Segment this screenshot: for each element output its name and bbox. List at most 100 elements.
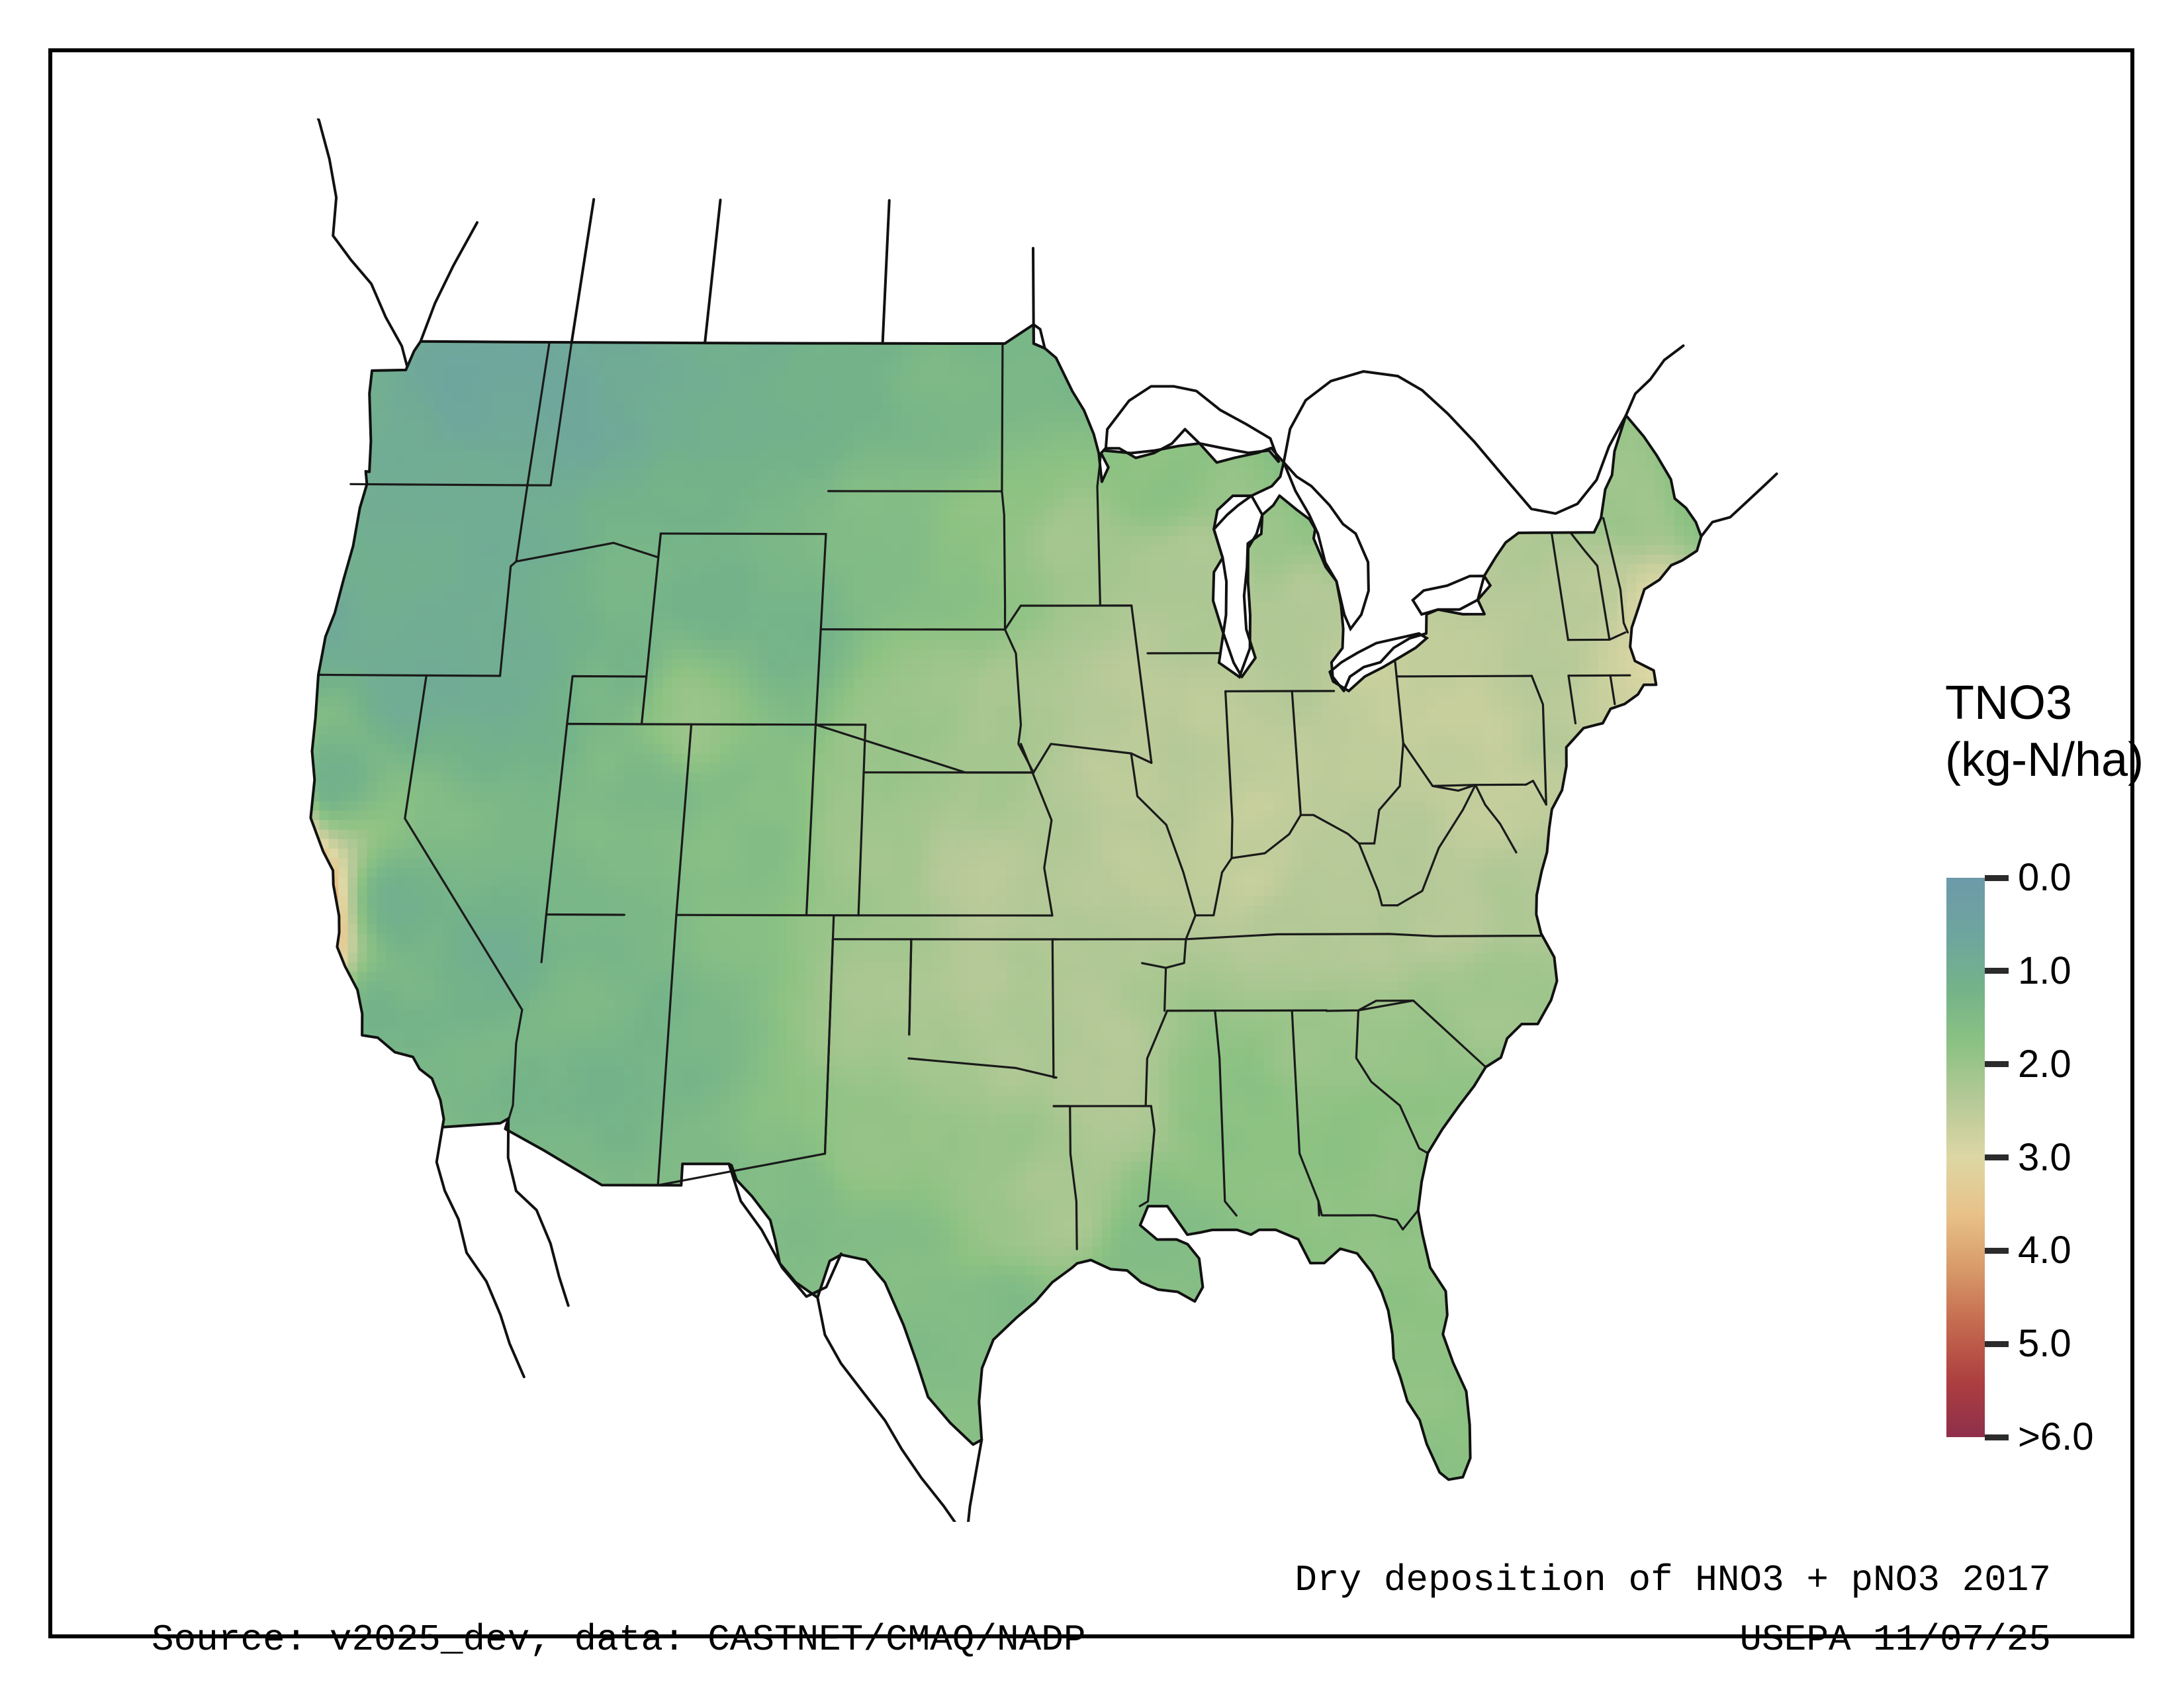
boundary-path <box>1299 814 1376 845</box>
boundary-path <box>435 1125 525 1378</box>
boundary-path <box>1291 690 1302 816</box>
boundary-path <box>640 723 867 726</box>
boundary-path <box>1194 871 1224 917</box>
colorbar-tick-6 <box>1985 1434 2009 1440</box>
boundary-path <box>1230 814 1302 859</box>
boundary-path <box>1144 1009 1169 1107</box>
colorbar-tick-label-5: 5.0 <box>2018 1322 2071 1366</box>
boundary-path <box>1357 1000 1415 1011</box>
source-caption: Source: v2025_dev, data: CASTNET/CMAQ/NA… <box>152 1618 1086 1661</box>
colorbar-wrapper: 0.0 1.0 2.0 3.0 4.0 5.0 >6.0 <box>1946 859 2094 1456</box>
colorbar-tick-label-0: 0.0 <box>2018 856 2071 899</box>
boundary-path <box>1001 342 1004 492</box>
boundary-path <box>1396 784 1477 907</box>
boundary-path <box>499 484 529 677</box>
legend-title-line2: (kg-N/ha) <box>1945 733 2144 786</box>
boundary-path <box>1138 1105 1156 1207</box>
boundary-path <box>1567 674 1631 677</box>
boundary-path <box>1357 842 1399 907</box>
map-caption: Dry deposition of HNO3 + pNO3 2017 <box>1295 1559 2051 1601</box>
boundary-path <box>1395 675 1533 678</box>
map-plot-area <box>109 118 1923 1522</box>
agency-caption: USEPA 11/07/25 <box>1739 1618 2051 1661</box>
boundary-path <box>1052 1105 1078 1250</box>
colorbar-tick-label-4: 4.0 <box>2018 1229 2071 1272</box>
boundary-path <box>1602 517 1629 633</box>
boundary-path <box>857 724 867 917</box>
boundary-path <box>515 532 662 563</box>
boundary-path <box>908 938 913 1036</box>
boundary-path <box>1609 674 1616 706</box>
boundary-path <box>1214 1009 1238 1217</box>
boundary-path <box>1163 938 1187 1012</box>
boundary-path <box>1032 323 1046 350</box>
boundary-path <box>566 675 648 726</box>
boundary-path <box>1051 938 1058 1079</box>
colorbar-tick-label-3: 3.0 <box>2018 1135 2071 1179</box>
boundary-path <box>404 674 523 1011</box>
boundary-path <box>1282 370 1627 515</box>
boundary-path <box>907 1057 1058 1079</box>
boundary-path <box>1474 784 1518 854</box>
boundary-path <box>1020 743 1054 917</box>
boundary-path <box>309 323 1703 1481</box>
boundary-path <box>1624 344 1685 417</box>
colorbar-tick-2 <box>1985 1061 2009 1068</box>
boundary-path <box>816 1296 957 1522</box>
coastlines <box>309 118 1778 1522</box>
boundary-path <box>727 1162 842 1298</box>
boundary-path <box>1130 752 1197 917</box>
boundary-path <box>1003 604 1133 631</box>
boundary-path <box>1569 531 1611 641</box>
boundary-path <box>657 1152 827 1187</box>
colorbar-tick-label-2: 2.0 <box>2018 1042 2071 1086</box>
boundary-path <box>704 199 722 345</box>
boundary-path <box>1567 675 1577 725</box>
boundary-path <box>1336 933 1543 937</box>
boundary-path <box>570 198 596 344</box>
legend: TNO3 (kg-N/ha) 0.0 1.0 2.0 3.0 4.0 5.0 >6.0 <box>1892 675 2170 1456</box>
boundary-path <box>1001 490 1007 631</box>
boundary-path <box>1550 532 1569 641</box>
boundary-path <box>1395 1209 1420 1231</box>
deposition-map <box>309 118 1778 1522</box>
legend-title: TNO3 (kg-N/ha) <box>1945 675 2144 788</box>
boundary-path <box>316 118 408 367</box>
gridded-data-layer <box>310 324 1702 1480</box>
boundary-path <box>349 483 529 487</box>
boundary-path <box>1032 247 1035 326</box>
state-boundaries <box>317 341 1631 1250</box>
boundary-path <box>506 1117 570 1307</box>
boundary-path <box>1130 604 1153 765</box>
boundary-path <box>1003 628 1035 774</box>
boundary-path <box>419 221 478 343</box>
boundary-path <box>1700 472 1778 538</box>
boundary-path <box>881 199 891 345</box>
boundary-path <box>1373 742 1404 845</box>
boundary-path <box>1432 784 1477 792</box>
colorbar-tick-1 <box>1985 968 2009 974</box>
boundary-path <box>540 722 643 964</box>
colorbar-tick-5 <box>1985 1340 2009 1347</box>
colorbar-gradient <box>1946 878 1985 1437</box>
legend-title-line1: TNO3 <box>1945 677 2073 729</box>
boundary-path <box>1355 1009 1429 1154</box>
colorbar-tick-3 <box>1985 1154 2009 1160</box>
colorbar-tick-0 <box>1985 874 2009 881</box>
boundary-path <box>823 938 834 1155</box>
boundary-path <box>1220 690 1234 874</box>
colorbar-tick-label-6: >6.0 <box>2018 1415 2094 1458</box>
boundary-path <box>1291 1009 1320 1217</box>
boundary-path <box>1032 743 1132 774</box>
boundary-path <box>967 1438 983 1522</box>
colorbar-tick-label-1: 1.0 <box>2018 949 2071 992</box>
boundary-path <box>526 341 573 487</box>
boundary-path <box>1402 742 1527 787</box>
deposition-raster <box>310 324 1702 1480</box>
boundary-path <box>526 341 551 487</box>
boundary-path <box>1530 675 1547 806</box>
boundary-path <box>1185 933 1339 941</box>
boundary-path <box>1317 1199 1398 1221</box>
boundary-path <box>508 1008 523 1120</box>
